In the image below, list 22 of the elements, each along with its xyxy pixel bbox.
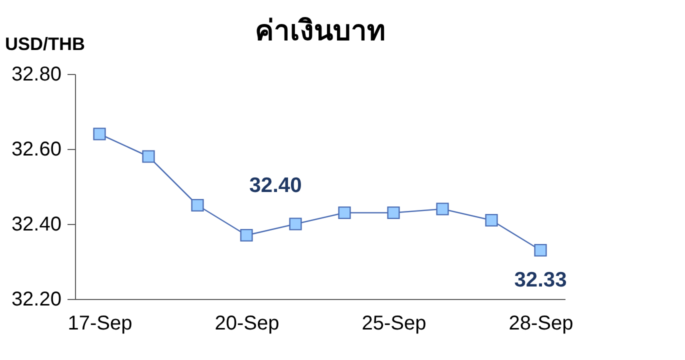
point — [436, 202, 449, 216]
x-tick-label: 20-Sep — [214, 312, 280, 334]
point — [142, 150, 155, 163]
point — [485, 214, 498, 227]
point — [289, 218, 302, 230]
x-tick-label: 28-Sep — [508, 312, 574, 334]
point — [191, 198, 204, 212]
x-tick-label: 17-Sep — [68, 312, 132, 334]
y-tick-label: 32.20 — [11, 288, 62, 310]
data-label: 32.33 — [514, 268, 567, 292]
point — [93, 128, 106, 140]
y-tick-label: 32.40 — [11, 214, 62, 236]
y-axis-title: USD/THB — [5, 34, 85, 54]
point — [534, 244, 547, 257]
point — [338, 206, 351, 220]
point — [387, 206, 400, 220]
point — [240, 228, 253, 242]
chart-title: ค่าเงินบาท — [255, 14, 385, 47]
data-label: 32.40 — [249, 174, 302, 197]
y-tick-label: 32.60 — [11, 138, 62, 160]
y-tick-label: 32.80 — [11, 64, 62, 86]
x-tick-label: 25-Sep — [362, 312, 426, 334]
